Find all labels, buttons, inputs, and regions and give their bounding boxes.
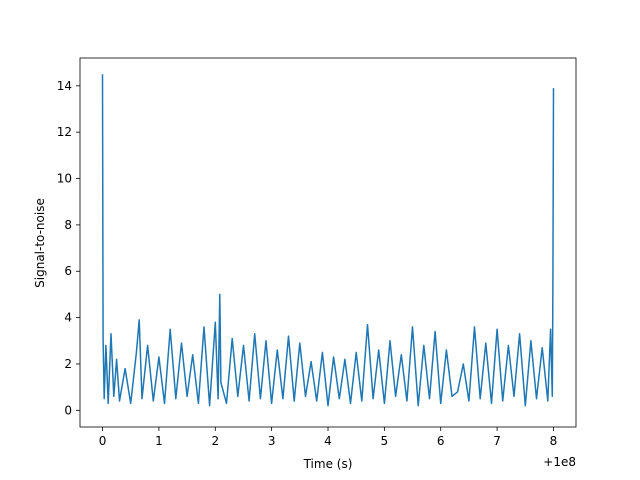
series-line (101, 74, 555, 407)
y-tick-label: 0 (64, 403, 72, 417)
y-tick-label: 10 (57, 172, 72, 186)
y-tick-label: 2 (64, 357, 72, 371)
y-tick-label: 4 (64, 311, 72, 325)
y-axis-label: Signal-to-noise (33, 198, 47, 288)
plot-area (101, 74, 555, 407)
x-tick-label: 1 (155, 434, 163, 448)
y-tick-label: 6 (64, 264, 72, 278)
x-axis: 0 1 2 3 4 5 6 7 8 (99, 427, 558, 448)
x-tick-label: 8 (550, 434, 558, 448)
y-axis: 0 2 4 6 8 10 12 14 (57, 79, 80, 417)
x-tick-label: 0 (99, 434, 107, 448)
y-tick-label: 12 (57, 125, 72, 139)
x-axis-label: Time (s) (303, 457, 353, 471)
x-tick-label: 6 (437, 434, 445, 448)
x-tick-label: 2 (211, 434, 219, 448)
x-tick-label: 5 (381, 434, 389, 448)
y-tick-label: 8 (64, 218, 72, 232)
x-tick-label: 7 (493, 434, 501, 448)
y-tick-label: 14 (57, 79, 72, 93)
axes-frame (79, 57, 577, 428)
x-tick-label: 3 (268, 434, 276, 448)
x-offset-label: +1e8 (543, 455, 576, 469)
x-tick-label: 4 (324, 434, 332, 448)
